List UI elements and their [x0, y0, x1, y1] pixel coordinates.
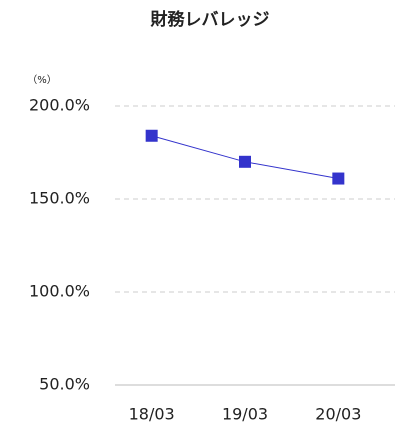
y-tick-label: 50.0% [39, 375, 90, 394]
point-marker [145, 129, 158, 142]
y-tick-label: 100.0% [29, 282, 90, 301]
point-marker [332, 172, 345, 185]
x-tick-label: 18/03 [129, 405, 175, 424]
x-tick-label: 20/03 [315, 405, 361, 424]
x-tick-label: 19/03 [222, 405, 268, 424]
point-marker [239, 155, 251, 168]
unit-label: （%） [27, 74, 57, 86]
chart-title: 財務レバレッジ [150, 9, 270, 30]
y-tick-label: 200.0% [29, 96, 90, 115]
y-tick-label: 150.0% [29, 189, 90, 208]
